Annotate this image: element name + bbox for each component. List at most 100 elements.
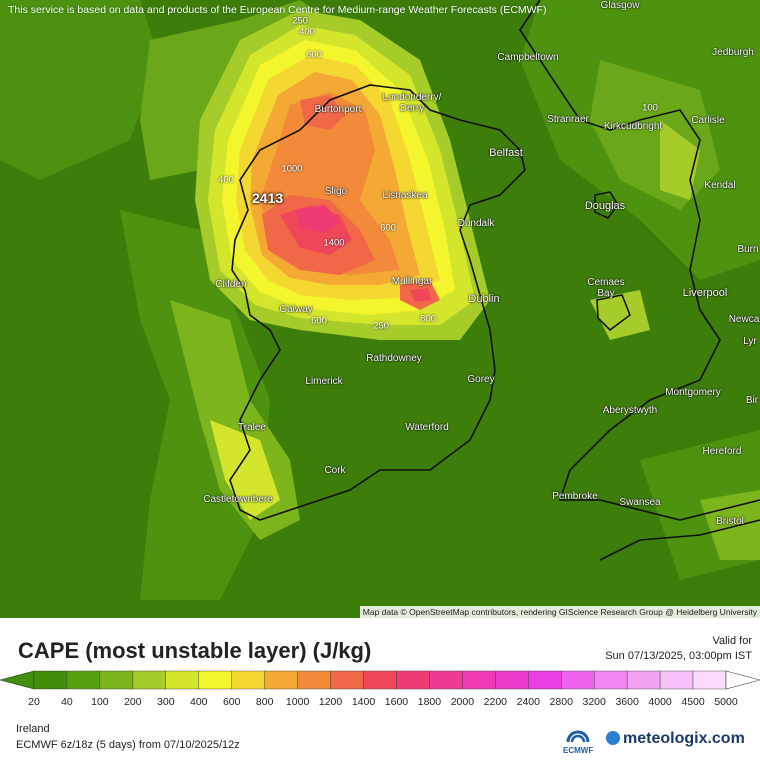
channel-coast <box>599 519 760 561</box>
ireland-coast <box>229 84 526 521</box>
scale-swatch <box>626 670 661 690</box>
contour-label: 600 <box>306 49 322 61</box>
yellow-field <box>210 420 280 520</box>
city-label: Tralee <box>238 422 266 433</box>
city-label: Bir <box>745 395 759 406</box>
brand-text: meteologix.com <box>623 730 745 747</box>
scale-arrow-low <box>0 670 35 690</box>
city-label: Waterford <box>405 422 449 433</box>
scale-swatch <box>593 670 628 690</box>
scale-swatch <box>396 670 430 690</box>
scale-tick-label: 5000 <box>714 696 738 708</box>
city-label: Dundalk <box>457 218 495 229</box>
city-label: Pembroke <box>552 491 598 502</box>
scale-tick-label: 1800 <box>417 696 442 708</box>
contour-label: 600 <box>380 222 396 234</box>
scale-swatch <box>231 670 265 690</box>
city-label: Aberystwyth <box>602 405 658 416</box>
model-run-label: ECMWF 6z/18z (5 days) from 07/10/2025/12… <box>16 739 240 751</box>
scale-swatch <box>692 670 727 690</box>
ecmwf-label: ECMWF <box>563 746 594 755</box>
region-label: Ireland <box>16 723 50 735</box>
scale-tick-label: 200 <box>124 696 142 708</box>
city-label: Newca <box>728 314 760 325</box>
scale-tick-label: 2000 <box>450 696 475 708</box>
scale-swatch <box>264 670 298 690</box>
city-label: Rathdowney <box>366 353 422 364</box>
city-label: Hereford <box>702 446 742 457</box>
city-label: Gorey <box>467 374 495 385</box>
scale-swatch <box>297 670 331 690</box>
scale-swatch <box>429 670 463 690</box>
scale-swatch <box>528 670 562 690</box>
scale-tick-label: 3600 <box>615 696 639 708</box>
city-label: Castletownbere <box>203 494 273 505</box>
scale-swatch <box>561 670 595 690</box>
city-label: Lisnaskea <box>382 190 428 201</box>
city-label: Kendal <box>704 180 736 191</box>
green-field <box>700 490 760 560</box>
city-label: Burtonport <box>314 104 362 115</box>
scale-tick-label: 20 <box>28 696 40 708</box>
contour-label: 800 <box>420 313 436 325</box>
city-label: Galway <box>279 304 313 315</box>
city-label: Derry <box>399 103 425 114</box>
scale-tick-label: 2200 <box>483 696 508 708</box>
scale-tick-label: 400 <box>189 696 208 708</box>
city-label: Clifden <box>215 279 247 290</box>
scale-tick-label: 4000 <box>648 696 672 708</box>
scale-tick-label: 3200 <box>582 696 606 708</box>
scale-tick-label: 2400 <box>516 696 540 708</box>
city-label: Swansea <box>619 497 661 508</box>
city-label: Mullingar <box>391 276 433 287</box>
meteologix-logo-icon <box>606 731 620 745</box>
scale-swatch <box>66 670 101 690</box>
scale-swatch <box>132 670 167 690</box>
contour-label: 100 <box>642 102 658 114</box>
city-label: Sligo <box>324 186 348 197</box>
cape-1400-area <box>410 288 432 302</box>
map-attribution: Map data © OpenStreetMap contributors, r… <box>359 606 760 618</box>
city-label: Cemaes <box>587 277 625 288</box>
city-label: Carlisle <box>691 115 725 126</box>
isle-of-man <box>594 191 619 219</box>
city-label: Bristol <box>716 516 744 527</box>
contour-label: 600 <box>311 315 327 327</box>
contour-label: 400 <box>299 26 315 38</box>
city-label: Campbeltown <box>497 52 559 63</box>
scale-tick-label: 800 <box>255 696 274 708</box>
city-label: Limerick <box>305 376 343 387</box>
city-label: Liverpool <box>682 287 728 299</box>
city-label: Belfast <box>489 147 523 159</box>
scale-tick-label: 1000 <box>285 696 310 708</box>
scale-swatch <box>495 670 529 690</box>
city-label: Cork <box>324 465 346 476</box>
scale-tick-label: 300 <box>157 696 175 708</box>
city-label: Stranraer <box>547 114 589 125</box>
green-field <box>590 290 650 340</box>
scale-tick-label: 1200 <box>318 696 343 708</box>
scale-swatch <box>363 670 397 690</box>
contour-label: 1000 <box>281 163 303 175</box>
city-label: Douglas <box>584 200 626 212</box>
valid-label: Valid for <box>712 635 752 647</box>
scale-tick-label: 600 <box>222 696 241 708</box>
cape-1600-area <box>296 205 340 232</box>
city-label: Lyr <box>743 336 757 347</box>
city-label: Londonderry/ <box>382 92 442 103</box>
scale-swatch <box>165 670 199 690</box>
scale-swatch <box>659 670 694 690</box>
brand-link[interactable]: meteologix.com <box>606 730 745 748</box>
scale-labels: 20 40 100 200 300 400 600 800 1000 1200 1400 1600 18… <box>0 696 760 710</box>
city-label: Kirkcudbright <box>603 121 663 132</box>
cape-map[interactable]: This service is based on data and produc… <box>0 0 760 618</box>
scale-tick-label: 100 <box>91 696 109 708</box>
contour-label: 400 <box>218 174 234 186</box>
scale-tick-label: 4500 <box>681 696 705 708</box>
ecmwf-logo-icon <box>566 730 590 743</box>
data-disclaimer: This service is based on data and produc… <box>8 4 547 16</box>
scale-tick-label: 1400 <box>351 696 376 708</box>
scale-swatch <box>198 670 232 690</box>
city-label: Burn <box>737 244 759 255</box>
scale-arrow-high <box>725 670 760 690</box>
